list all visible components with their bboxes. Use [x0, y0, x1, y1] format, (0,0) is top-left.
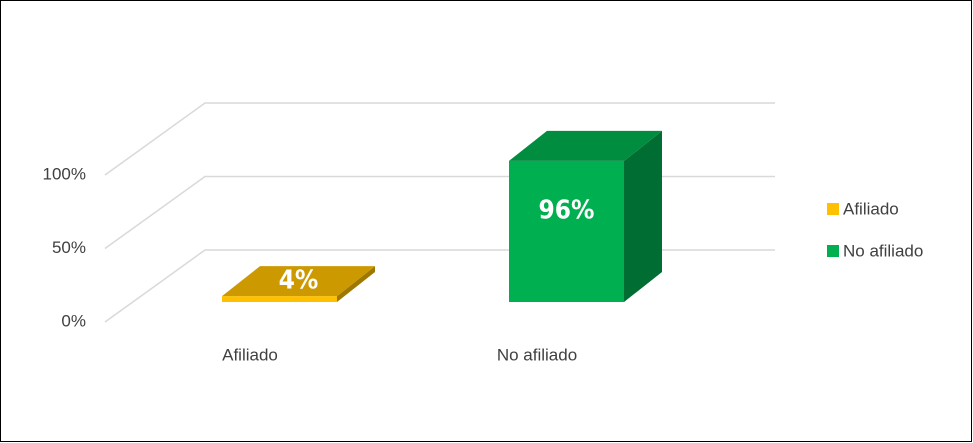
legend-label: Afiliado — [843, 199, 899, 218]
y-tick-label: 50% — [52, 238, 86, 257]
x-tick-label: No afiliado — [497, 345, 577, 364]
bar — [509, 130, 662, 302]
legend-label: No afiliado — [843, 241, 923, 260]
grid-line — [104, 102, 775, 176]
bar-top — [509, 130, 662, 161]
bar-top — [222, 266, 375, 297]
legend-swatch — [827, 245, 839, 257]
bar-side — [624, 130, 662, 302]
legend-swatch — [827, 203, 839, 215]
value-label: 96% — [539, 195, 595, 225]
y-tick-label: 0% — [61, 311, 86, 330]
value-label: 4% — [279, 266, 319, 296]
bar-front — [509, 160, 624, 302]
bar — [222, 266, 375, 302]
bar-front — [222, 296, 337, 302]
x-tick-label: Afiliado — [222, 345, 278, 364]
y-tick-label: 100% — [43, 164, 86, 183]
bar-side — [337, 266, 375, 302]
